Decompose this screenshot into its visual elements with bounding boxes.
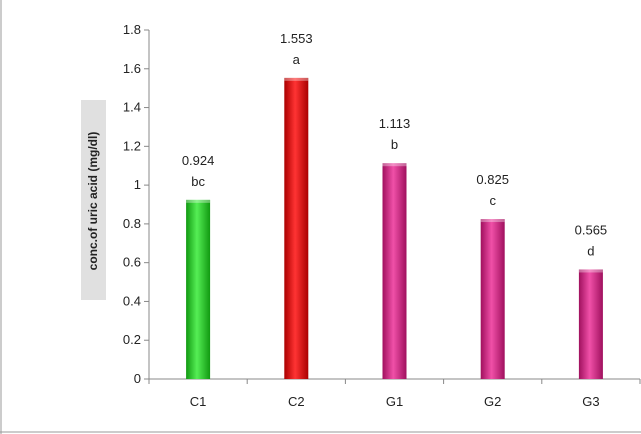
bars xyxy=(186,77,603,379)
group-letter: c xyxy=(489,193,496,208)
group-letter: a xyxy=(293,52,301,67)
bar-g3 xyxy=(578,269,603,379)
y-axis-title-box xyxy=(81,100,106,300)
y-tick-label: 1.6 xyxy=(123,61,141,76)
group-letter: b xyxy=(391,137,398,152)
bar-c1 xyxy=(186,199,211,379)
bar-c2 xyxy=(284,77,309,379)
value-label: 1.553 xyxy=(280,31,313,46)
y-ticks: 0 0.2 0.4 0.6 0.8 1 1.2 1.4 1.6 1.8 xyxy=(123,22,149,386)
x-tick-label: G3 xyxy=(582,394,599,409)
bar-cap xyxy=(382,163,407,167)
bar-cap xyxy=(284,77,309,81)
x-tick-label: G1 xyxy=(386,394,403,409)
value-label: 0.565 xyxy=(575,222,608,237)
y-tick-label: 1 xyxy=(134,177,141,192)
x-tick-label: G2 xyxy=(484,394,501,409)
bar-cap xyxy=(480,219,505,223)
group-letter: d xyxy=(587,243,594,258)
y-tick-label: 1.4 xyxy=(123,100,141,115)
x-ticks: C1 C2 G1 G2 G3 xyxy=(148,379,641,409)
value-label: 1.113 xyxy=(379,116,411,131)
y-tick-label: 0 xyxy=(134,371,141,386)
value-label: 0.825 xyxy=(476,172,509,187)
bar-g2 xyxy=(480,219,505,379)
group-letter: bc xyxy=(191,174,205,189)
value-label: 0.924 xyxy=(182,153,215,168)
y-tick-label: 0.4 xyxy=(123,293,141,308)
y-tick-label: 0.6 xyxy=(123,255,141,270)
data-labels: 0.924 bc 1.553 a 1.113 b 0.825 c 0.565 d xyxy=(182,31,607,259)
y-axis-title: conc.of uric acid (mg/dl) xyxy=(86,132,100,271)
y-tick-label: 0.2 xyxy=(123,332,141,347)
bar-cap xyxy=(186,199,211,203)
bar-g1 xyxy=(382,163,407,379)
x-tick-label: C1 xyxy=(190,394,207,409)
y-tick-label: 1.8 xyxy=(123,22,141,37)
y-tick-label: 0.8 xyxy=(123,216,141,231)
bar-cap xyxy=(578,269,603,273)
x-tick-label: C2 xyxy=(288,394,305,409)
y-tick-label: 1.2 xyxy=(123,138,141,153)
